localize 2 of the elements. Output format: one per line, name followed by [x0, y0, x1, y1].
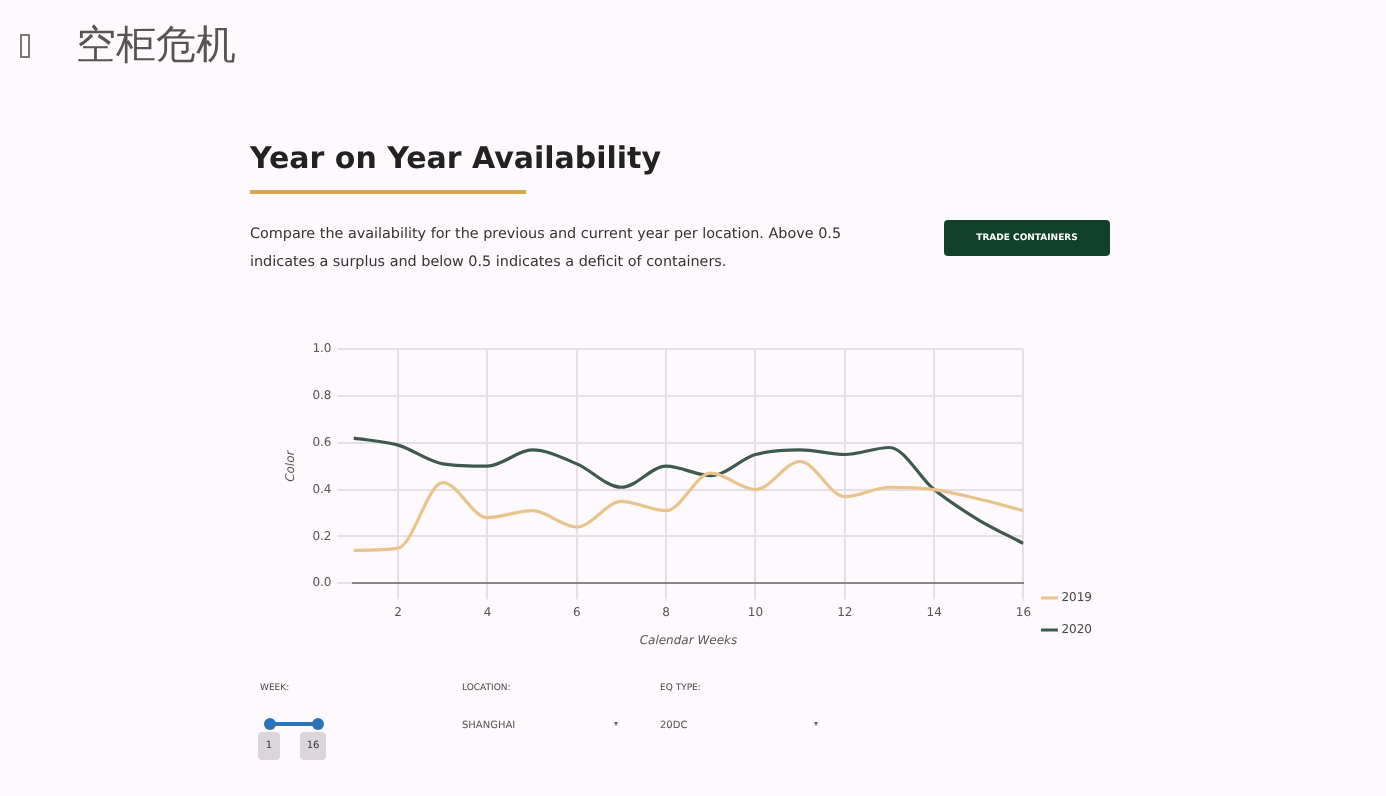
chart-title: Year on Year Availability	[250, 140, 661, 176]
text: 空柜危机	[76, 18, 236, 72]
